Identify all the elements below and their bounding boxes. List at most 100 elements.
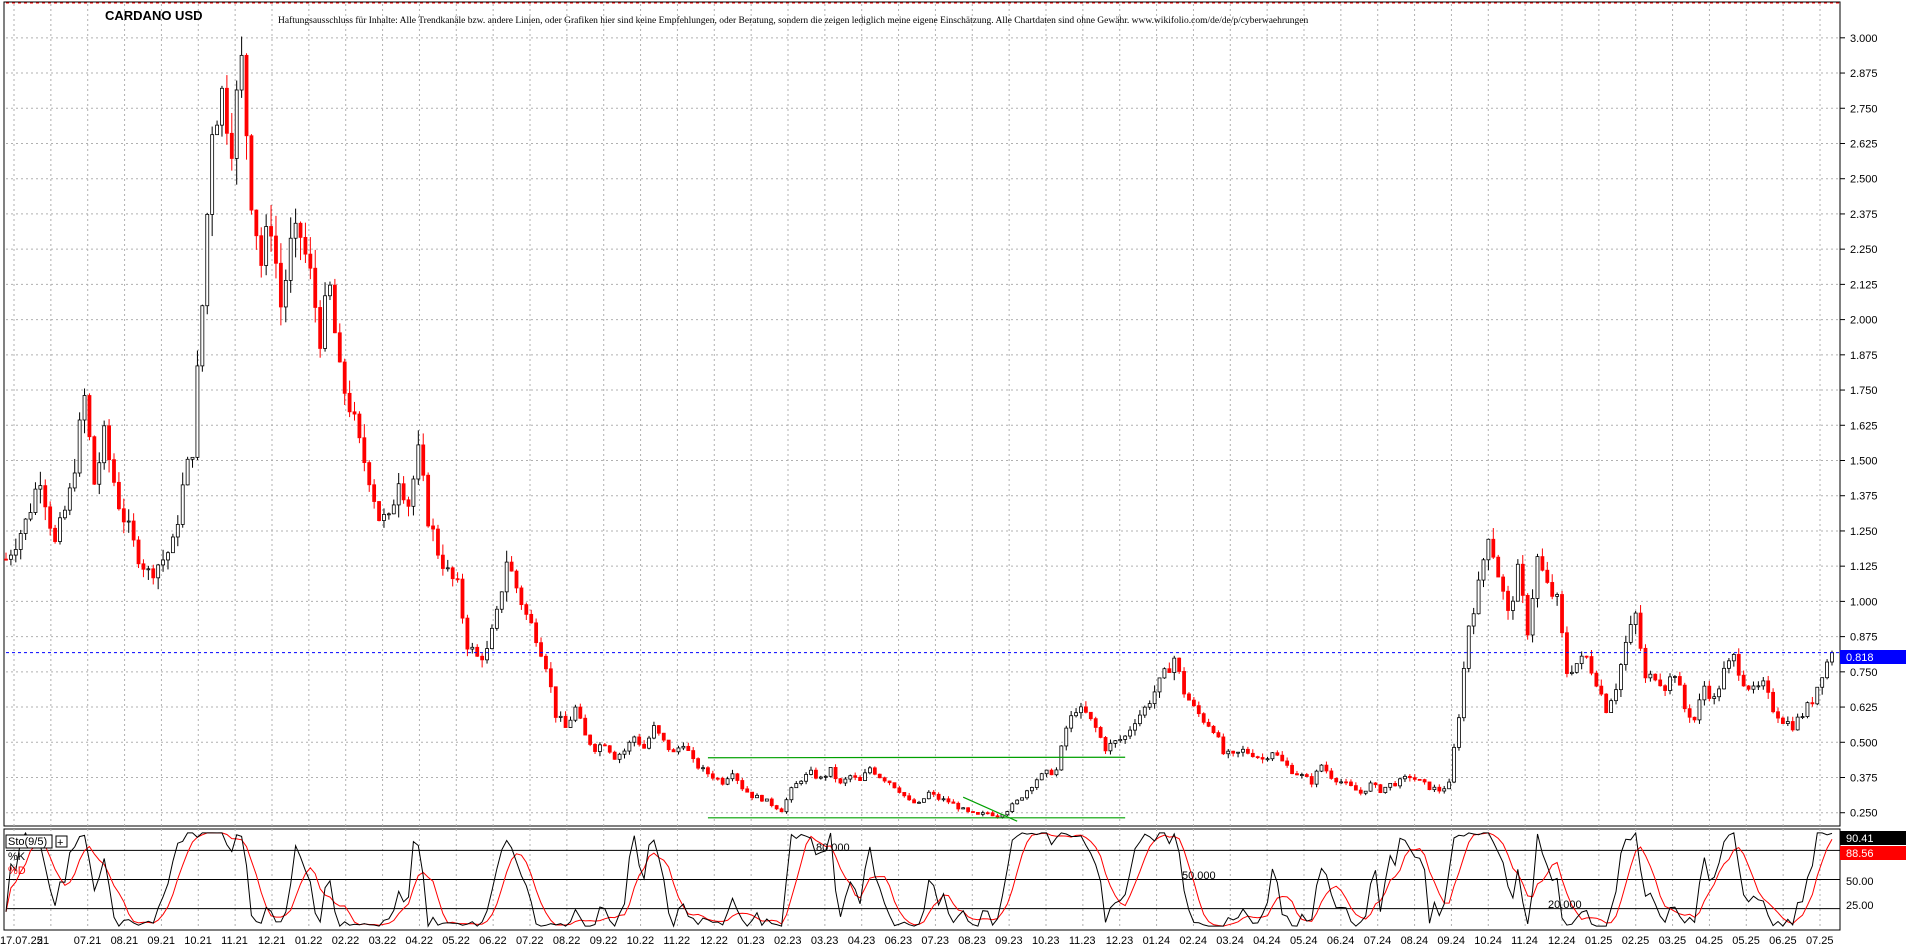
candle-body [1825, 661, 1829, 679]
candle-body [573, 706, 578, 721]
candle-body [1177, 657, 1182, 672]
candle-body [244, 54, 249, 137]
last-price-label: 0.818 [1846, 652, 1874, 664]
expand-indicator-button[interactable] [55, 835, 68, 848]
candle-body [1064, 727, 1069, 747]
stochastic-k-value-badge [1840, 831, 1906, 845]
stochastic-level-50-label: 50.000 [1182, 870, 1216, 882]
candle-body [102, 425, 107, 464]
candle-body [848, 775, 853, 780]
candle-body [342, 361, 347, 394]
candle-body [1668, 676, 1672, 691]
candle-body [190, 456, 195, 460]
candle-body [18, 533, 23, 550]
candle-body [1506, 590, 1510, 611]
candle-body [1673, 676, 1677, 678]
ytick-label: 2.875 [1850, 68, 1878, 80]
candle-body [548, 668, 553, 688]
candle-body [220, 87, 224, 126]
candle-body [1790, 721, 1795, 731]
candle-body [1682, 684, 1687, 710]
candle-body [28, 512, 33, 520]
candle-body [774, 805, 779, 810]
candle-body [553, 686, 558, 718]
candle-body [146, 568, 151, 571]
candle-body [715, 777, 720, 780]
candle-body [391, 504, 396, 515]
ytick-label: 2.500 [1850, 174, 1878, 186]
candle-body [1123, 735, 1128, 740]
candle-body [278, 262, 283, 308]
candle-body [1810, 702, 1815, 705]
xtick-label: 01.24 [1143, 935, 1171, 947]
xtick-label: 12.24 [1548, 935, 1576, 947]
candle-body [563, 715, 568, 728]
candle-body [1633, 612, 1638, 625]
xtick-label: 09.21 [147, 935, 175, 947]
candle-body [470, 646, 475, 650]
candle-body [1447, 781, 1452, 790]
candle-body [1324, 764, 1329, 772]
candle-body [1545, 569, 1550, 583]
candle-body [1295, 773, 1299, 776]
stochastic-ytick-50: 50.00 [1846, 876, 1874, 888]
xtick-label: 03.22 [369, 935, 397, 947]
candle-body [1628, 624, 1633, 643]
xtick-label: 21 [37, 935, 49, 947]
candle-body [229, 132, 234, 159]
candle-body [180, 484, 185, 525]
ytick-label: 2.125 [1850, 279, 1878, 291]
candle-body [1781, 717, 1785, 724]
candle-body [200, 305, 205, 367]
candle-body [1182, 671, 1186, 695]
candle-body [205, 214, 210, 307]
candle-body [53, 527, 57, 542]
candle-body [1147, 703, 1152, 708]
candle-body [1491, 538, 1496, 558]
candle-body [961, 807, 966, 810]
candle-body [1712, 696, 1717, 699]
candle-body [1280, 754, 1285, 762]
candle-body [917, 801, 921, 804]
candle-body [136, 539, 141, 565]
xtick-label: 01.23 [737, 935, 765, 947]
candle-body [627, 741, 632, 752]
stochastic-d-legend: %D [8, 865, 26, 877]
xtick-label: 06.22 [479, 935, 507, 947]
candle-body [1535, 556, 1540, 599]
candle-body [922, 798, 926, 803]
xtick-label: 10.23 [1032, 935, 1060, 947]
candle-body [92, 436, 97, 485]
candle-body [1776, 711, 1780, 719]
candle-body [396, 483, 401, 506]
candle-body [63, 509, 67, 519]
candle-body [1079, 706, 1083, 714]
candle-body [1290, 764, 1294, 775]
candle-body [588, 734, 593, 745]
candle-body [985, 812, 990, 815]
candle-body [637, 736, 642, 745]
xtick-label: 11.21 [221, 935, 248, 947]
candle-body [730, 773, 735, 780]
candle-body [1422, 779, 1427, 783]
candle-body [602, 744, 607, 747]
xtick-label: 10.24 [1474, 935, 1502, 947]
candle-body [166, 552, 170, 561]
stochastic-legend-box[interactable] [5, 834, 53, 849]
ytick-label: 1.375 [1850, 491, 1878, 503]
candle-body [568, 719, 573, 728]
chart-title: CARDANO USD [105, 8, 203, 23]
ytick-label: 2.750 [1850, 103, 1878, 115]
plus-icon: + [57, 837, 63, 849]
candle-body [529, 613, 534, 624]
candle-body [112, 459, 116, 483]
candle-body [1059, 745, 1064, 771]
candle-body [598, 744, 602, 752]
candle-body [980, 812, 985, 815]
stochastic-k-value: 90.41 [1846, 833, 1874, 845]
xtick-label: 11.24 [1511, 935, 1538, 947]
candle-body [1800, 716, 1805, 718]
candle-body [156, 564, 161, 579]
price-axis: 3.000 2.875 2.750 2.625 2.500 2.375 2.250 2.125… [1840, 33, 1878, 820]
